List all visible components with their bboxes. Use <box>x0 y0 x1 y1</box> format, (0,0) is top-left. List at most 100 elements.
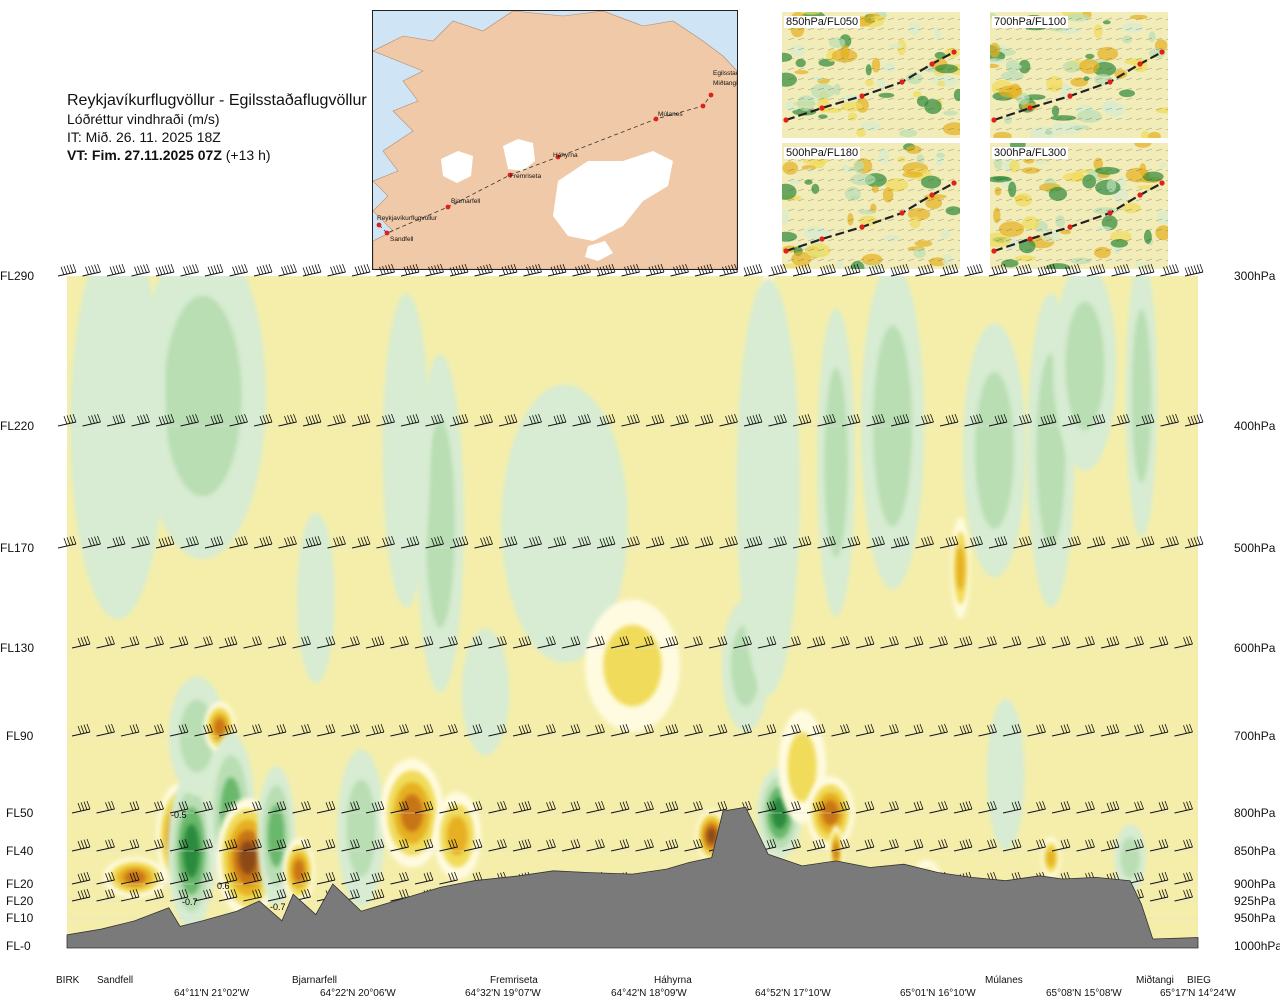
mini-barb <box>1015 37 1023 41</box>
barb-feather <box>872 265 876 275</box>
barb-feather <box>518 725 523 735</box>
barb-feather <box>734 535 738 545</box>
barb-feather <box>1036 637 1040 646</box>
barb-feather <box>587 413 591 423</box>
mini-barb <box>897 258 905 262</box>
field-patch <box>1079 59 1100 74</box>
wind-barb <box>194 838 213 852</box>
mini-barb <box>927 228 935 232</box>
barb-feather <box>489 413 493 423</box>
barb-feather <box>1068 415 1072 425</box>
barb-feather <box>385 537 389 546</box>
field-patch <box>990 42 1001 58</box>
barb-feather <box>259 415 264 425</box>
barb-feather <box>731 536 735 545</box>
mini-barb <box>1075 238 1083 242</box>
inset-850-map <box>782 12 960 138</box>
wind-barb <box>390 723 409 737</box>
mini-barb <box>847 27 855 31</box>
barb-feather <box>709 535 714 545</box>
mini-barb <box>1015 97 1023 101</box>
mini-barb <box>817 47 825 51</box>
barb-feather <box>665 840 670 850</box>
mini-barb <box>1075 178 1083 182</box>
barb-feather <box>795 266 800 275</box>
barb-feather <box>380 800 385 810</box>
mini-barb <box>847 168 855 172</box>
wind-barb <box>792 263 812 277</box>
barb-feather <box>602 537 607 547</box>
barb-feather <box>146 263 150 273</box>
mini-barb <box>887 77 895 81</box>
mini-barb <box>807 47 815 51</box>
barb-feather <box>301 725 305 734</box>
coordinate-label: 65°01'N 16°10'W <box>900 988 976 999</box>
mini-barb <box>1155 127 1163 131</box>
mini-barb <box>1165 180 1168 182</box>
barb-feather <box>581 265 585 274</box>
barb-feather <box>154 637 158 646</box>
barb-feather <box>829 264 833 273</box>
mini-barb <box>1145 168 1153 172</box>
barb-feather <box>815 637 820 646</box>
wind-barb <box>939 535 959 549</box>
barb-feather <box>916 801 921 810</box>
barb-feather <box>997 265 1002 274</box>
barb-feather <box>899 265 904 274</box>
mini-barb <box>1005 27 1013 31</box>
wind-barb <box>866 413 885 427</box>
field-patch <box>876 79 886 88</box>
barb-feather <box>1137 636 1141 645</box>
barb-feather <box>696 801 700 810</box>
barb-feather <box>676 537 680 547</box>
barb-feather <box>227 725 232 734</box>
barb-feather <box>203 840 207 849</box>
field-patch <box>1159 162 1167 169</box>
wind-barb <box>218 800 238 814</box>
wind-barb <box>1184 535 1204 549</box>
mini-barb <box>1165 79 1168 81</box>
barb-feather <box>962 637 967 646</box>
mini-barb <box>1005 218 1013 222</box>
wind-barb <box>537 635 556 649</box>
mini-barb <box>1095 17 1103 21</box>
barb-feather <box>840 840 844 849</box>
barb-feather <box>308 265 313 275</box>
barb-feather <box>374 637 379 646</box>
barb-feather <box>699 723 703 733</box>
mini-barb <box>887 27 895 31</box>
waypoint-label: Sandfell <box>390 236 414 243</box>
wind-barb <box>719 413 738 427</box>
mini-barb <box>787 37 795 41</box>
field-patch <box>1059 122 1083 135</box>
mini-barb <box>947 248 955 252</box>
barb-feather <box>1085 637 1089 646</box>
coordinate-label: 65°08'N 15°08'W <box>1046 988 1122 999</box>
barb-feather <box>1199 263 1204 273</box>
field-patch <box>1045 263 1071 269</box>
mini-barb <box>995 238 1003 242</box>
barb-feather <box>186 265 190 275</box>
barb-feather <box>426 636 431 645</box>
wind-barb <box>831 838 850 852</box>
mini-barb <box>817 208 825 212</box>
mini-barb <box>857 158 865 162</box>
barb-feather <box>94 536 98 545</box>
barb-feather <box>965 636 970 645</box>
barb-feather <box>230 636 235 645</box>
barb-feather <box>235 265 239 275</box>
mini-barb <box>897 198 905 202</box>
barb-feather <box>1063 724 1068 733</box>
mini-barb <box>917 208 925 212</box>
barb-feather <box>304 724 308 733</box>
mini-barb <box>937 218 945 222</box>
barb-feather <box>350 637 354 646</box>
barb-feather <box>503 723 507 733</box>
barb-feather <box>121 413 126 423</box>
wind-barb <box>1037 535 1057 549</box>
mini-barb <box>947 238 955 242</box>
barb-feather <box>206 839 210 848</box>
mini-barb <box>1075 188 1083 192</box>
mini-barb <box>1165 240 1168 242</box>
mini-barb <box>907 127 915 131</box>
